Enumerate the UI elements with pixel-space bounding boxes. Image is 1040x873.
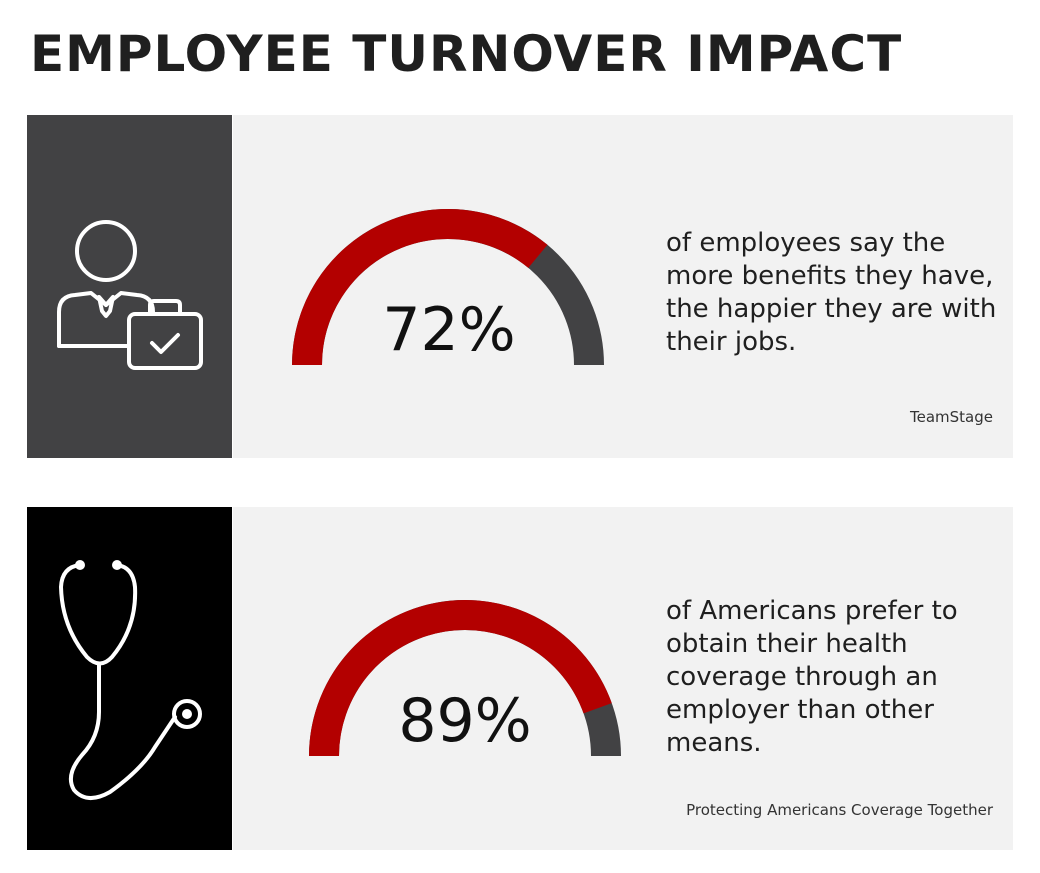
- stat-card-benefits: [27, 115, 1013, 458]
- gauge-fill: [292, 209, 548, 366]
- page-title: EMPLOYEE TURNOVER IMPACT: [30, 25, 903, 83]
- percent-value: 89%: [398, 686, 532, 756]
- source-label: TeamStage: [910, 408, 993, 426]
- stat-description: of employees say the more benefits they …: [666, 228, 997, 357]
- stethoscope-icon: [59, 560, 202, 800]
- gauge-fill: [309, 600, 612, 757]
- percent-gauge-89: [309, 600, 621, 757]
- stat-description: of Americans prefer to obtain their heal…: [666, 596, 958, 758]
- icon-panel: [27, 115, 232, 458]
- percent-gauge-72: [292, 209, 604, 366]
- icon-panel: [27, 507, 232, 850]
- percent-value: 72%: [382, 295, 516, 365]
- employee-briefcase-icon: [57, 220, 203, 370]
- stat-panel: [233, 115, 1013, 458]
- source-label: Protecting Americans Coverage Together: [686, 801, 993, 819]
